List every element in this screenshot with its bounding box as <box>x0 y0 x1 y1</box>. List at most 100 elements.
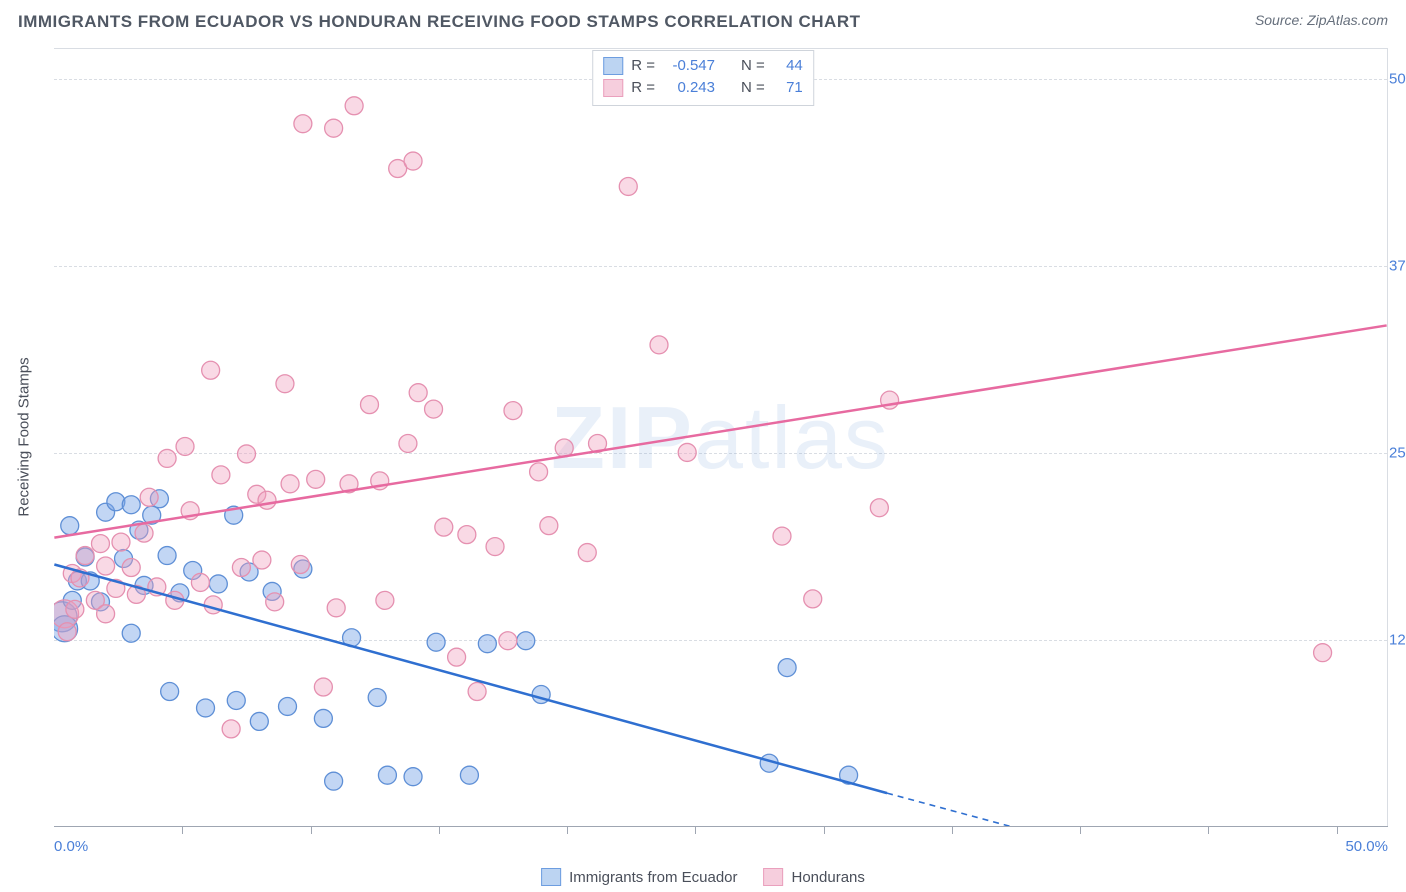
data-point-honduran <box>361 396 379 414</box>
data-point-honduran <box>191 573 209 591</box>
scatter-svg <box>54 49 1387 826</box>
data-point-honduran <box>376 591 394 609</box>
data-point-honduran <box>202 361 220 379</box>
legend-n-label: N = <box>741 77 765 99</box>
data-point-honduran <box>619 177 637 195</box>
data-point-honduran <box>448 648 466 666</box>
x-tick <box>439 826 440 834</box>
x-tick <box>1337 826 1338 834</box>
data-point-ecuador <box>378 766 396 784</box>
legend-item-label: Hondurans <box>792 869 865 886</box>
data-point-honduran <box>404 152 422 170</box>
data-point-honduran <box>327 599 345 617</box>
data-point-ecuador <box>368 689 386 707</box>
data-point-honduran <box>76 547 94 565</box>
trend-line-ecuador <box>54 565 887 794</box>
data-point-honduran <box>504 402 522 420</box>
data-point-honduran <box>122 559 140 577</box>
data-point-ecuador <box>517 632 535 650</box>
data-point-ecuador <box>427 633 445 651</box>
data-point-ecuador <box>279 697 297 715</box>
data-point-honduran <box>112 533 130 551</box>
x-axis-line <box>54 826 1388 827</box>
data-point-ecuador <box>209 575 227 593</box>
source-value: ZipAtlas.com <box>1307 12 1388 28</box>
data-point-honduran <box>314 678 332 696</box>
data-point-honduran <box>291 556 309 574</box>
data-point-honduran <box>66 600 84 618</box>
legend-swatch-ecuador <box>603 57 623 75</box>
data-point-honduran <box>650 336 668 354</box>
data-point-honduran <box>425 400 443 418</box>
data-point-honduran <box>399 434 417 452</box>
data-point-ecuador <box>158 547 176 565</box>
legend-item-ecuador: Immigrants from Ecuador <box>541 868 737 886</box>
data-point-ecuador <box>122 496 140 514</box>
trend-line-honduran <box>54 325 1386 537</box>
data-point-ecuador <box>61 517 79 535</box>
data-point-honduran <box>253 551 271 569</box>
data-point-ecuador <box>325 772 343 790</box>
legend-correlation-box: R =-0.547N =44R =0.243N =71 <box>592 50 814 106</box>
data-point-ecuador <box>460 766 478 784</box>
chart-header: IMMIGRANTS FROM ECUADOR VS HONDURAN RECE… <box>18 12 1388 32</box>
x-tick <box>695 826 696 834</box>
x-tick <box>824 826 825 834</box>
legend-swatch-bottom-honduran <box>764 868 784 886</box>
x-tick <box>311 826 312 834</box>
data-point-honduran <box>530 463 548 481</box>
data-point-honduran <box>97 557 115 575</box>
data-point-honduran <box>345 97 363 115</box>
legend-row-ecuador: R =-0.547N =44 <box>603 55 803 77</box>
legend-row-honduran: R =0.243N =71 <box>603 77 803 99</box>
data-point-honduran <box>458 526 476 544</box>
data-point-honduran <box>325 119 343 137</box>
data-point-honduran <box>773 527 791 545</box>
data-point-honduran <box>540 517 558 535</box>
legend-n-label: N = <box>741 55 765 77</box>
legend-r-value-ecuador: -0.547 <box>663 55 715 77</box>
legend-r-value-honduran: 0.243 <box>663 77 715 99</box>
x-tick <box>1080 826 1081 834</box>
data-point-honduran <box>870 499 888 517</box>
data-point-honduran <box>135 524 153 542</box>
x-tick <box>1208 826 1209 834</box>
data-point-honduran <box>1314 644 1332 662</box>
legend-item-honduran: Hondurans <box>764 868 865 886</box>
legend-swatch-bottom-ecuador <box>541 868 561 886</box>
data-point-honduran <box>468 683 486 701</box>
data-point-ecuador <box>404 768 422 786</box>
legend-r-label: R = <box>631 55 655 77</box>
data-point-ecuador <box>161 683 179 701</box>
data-point-honduran <box>804 590 822 608</box>
data-point-honduran <box>409 384 427 402</box>
data-point-honduran <box>232 559 250 577</box>
data-point-honduran <box>204 596 222 614</box>
data-point-ecuador <box>197 699 215 717</box>
x-tick <box>182 826 183 834</box>
legend-item-label: Immigrants from Ecuador <box>569 869 737 886</box>
data-point-ecuador <box>122 624 140 642</box>
x-axis-end-label: 50.0% <box>1345 838 1388 855</box>
y-axis-title: Receiving Food Stamps <box>16 357 33 516</box>
data-point-honduran <box>158 449 176 467</box>
data-point-ecuador <box>478 635 496 653</box>
data-point-honduran <box>678 443 696 461</box>
chart-title: IMMIGRANTS FROM ECUADOR VS HONDURAN RECE… <box>18 12 860 32</box>
data-point-honduran <box>578 544 596 562</box>
chart-plot-area: ZIPatlas 12.5%25.0%37.5%50.0% <box>54 48 1388 826</box>
data-point-honduran <box>238 445 256 463</box>
data-point-honduran <box>91 535 109 553</box>
data-point-honduran <box>97 605 115 623</box>
data-point-honduran <box>176 437 194 455</box>
x-tick <box>567 826 568 834</box>
x-tick <box>952 826 953 834</box>
data-point-honduran <box>212 466 230 484</box>
trend-line-dashed-ecuador <box>887 793 1092 826</box>
data-point-honduran <box>222 720 240 738</box>
data-point-honduran <box>258 491 276 509</box>
data-point-honduran <box>58 623 76 641</box>
data-point-ecuador <box>778 659 796 677</box>
data-point-ecuador <box>227 691 245 709</box>
data-point-honduran <box>281 475 299 493</box>
